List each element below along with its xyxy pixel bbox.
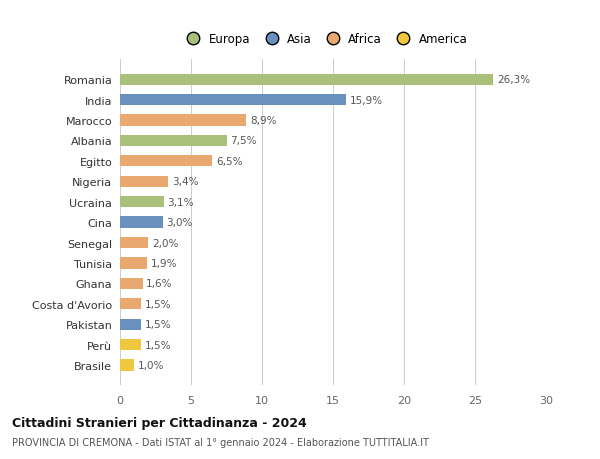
Text: 1,6%: 1,6%: [146, 279, 173, 289]
Bar: [120, 156, 212, 167]
Bar: [120, 135, 227, 147]
Bar: [120, 176, 168, 187]
Legend: Europa, Asia, Africa, America: Europa, Asia, Africa, America: [182, 33, 467, 46]
Bar: [120, 237, 148, 249]
Text: 1,5%: 1,5%: [145, 319, 172, 330]
Text: 3,0%: 3,0%: [166, 218, 193, 228]
Bar: [120, 359, 134, 371]
Text: 3,4%: 3,4%: [172, 177, 199, 187]
Text: 2,0%: 2,0%: [152, 238, 178, 248]
Bar: [120, 319, 142, 330]
Bar: [120, 298, 142, 310]
Text: 1,9%: 1,9%: [151, 258, 177, 269]
Bar: [120, 258, 147, 269]
Bar: [120, 339, 142, 350]
Text: 7,5%: 7,5%: [230, 136, 257, 146]
Bar: [120, 196, 164, 208]
Text: 3,1%: 3,1%: [167, 197, 194, 207]
Bar: [120, 74, 493, 86]
Text: PROVINCIA DI CREMONA - Dati ISTAT al 1° gennaio 2024 - Elaborazione TUTTITALIA.I: PROVINCIA DI CREMONA - Dati ISTAT al 1° …: [12, 437, 429, 447]
Text: 15,9%: 15,9%: [349, 95, 382, 106]
Text: 1,5%: 1,5%: [145, 340, 172, 350]
Text: 8,9%: 8,9%: [250, 116, 277, 126]
Bar: [120, 95, 346, 106]
Text: 6,5%: 6,5%: [216, 157, 242, 167]
Bar: [120, 115, 247, 126]
Text: 1,0%: 1,0%: [138, 360, 164, 370]
Bar: [120, 278, 143, 289]
Text: 1,5%: 1,5%: [145, 299, 172, 309]
Text: Cittadini Stranieri per Cittadinanza - 2024: Cittadini Stranieri per Cittadinanza - 2…: [12, 416, 307, 429]
Text: 26,3%: 26,3%: [497, 75, 530, 85]
Bar: [120, 217, 163, 228]
